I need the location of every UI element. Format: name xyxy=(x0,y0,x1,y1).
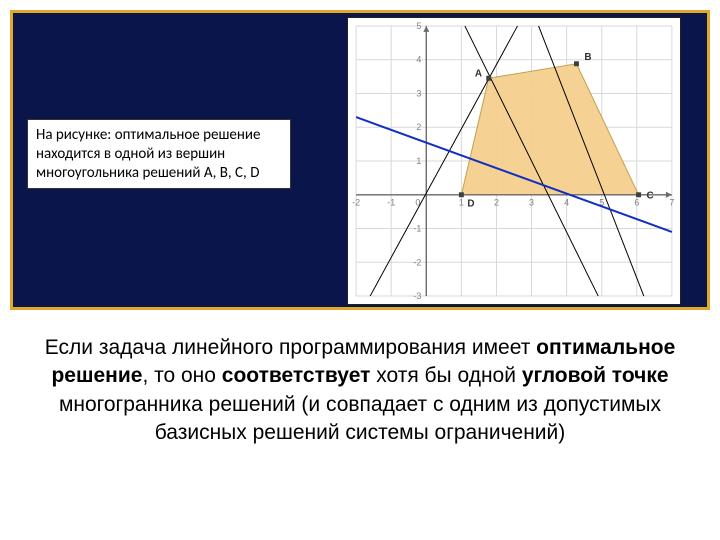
main-text-content: Если задача линейного программирования и… xyxy=(45,336,676,444)
svg-text:5: 5 xyxy=(416,21,421,31)
svg-text:-3: -3 xyxy=(413,291,421,301)
svg-text:-1: -1 xyxy=(387,198,395,208)
top-panel: На рисунке: оптимальное решение находитс… xyxy=(10,10,710,310)
svg-text:B: B xyxy=(584,52,591,63)
chart-svg: -2-11234567-3-2-1123450ABCD xyxy=(348,18,680,304)
svg-text:1: 1 xyxy=(459,198,464,208)
svg-text:2: 2 xyxy=(494,198,499,208)
svg-text:-2: -2 xyxy=(413,257,421,267)
svg-text:1: 1 xyxy=(416,156,421,166)
svg-text:4: 4 xyxy=(416,55,421,65)
svg-text:7: 7 xyxy=(669,198,674,208)
caption-text: На рисунке: оптимальное решение находитс… xyxy=(36,126,261,182)
chart: -2-11234567-3-2-1123450ABCD xyxy=(347,17,681,305)
svg-text:6: 6 xyxy=(634,198,639,208)
main-text: Если задача линейного программирования и… xyxy=(38,334,682,447)
svg-text:D: D xyxy=(467,199,474,210)
svg-text:-1: -1 xyxy=(413,224,421,234)
svg-text:C: C xyxy=(647,191,654,202)
svg-text:4: 4 xyxy=(564,198,569,208)
svg-text:2: 2 xyxy=(416,122,421,132)
svg-text:3: 3 xyxy=(529,198,534,208)
caption-box: На рисунке: оптимальное решение находитс… xyxy=(27,119,291,189)
svg-text:3: 3 xyxy=(416,88,421,98)
svg-text:-2: -2 xyxy=(352,198,360,208)
svg-text:A: A xyxy=(475,68,482,79)
